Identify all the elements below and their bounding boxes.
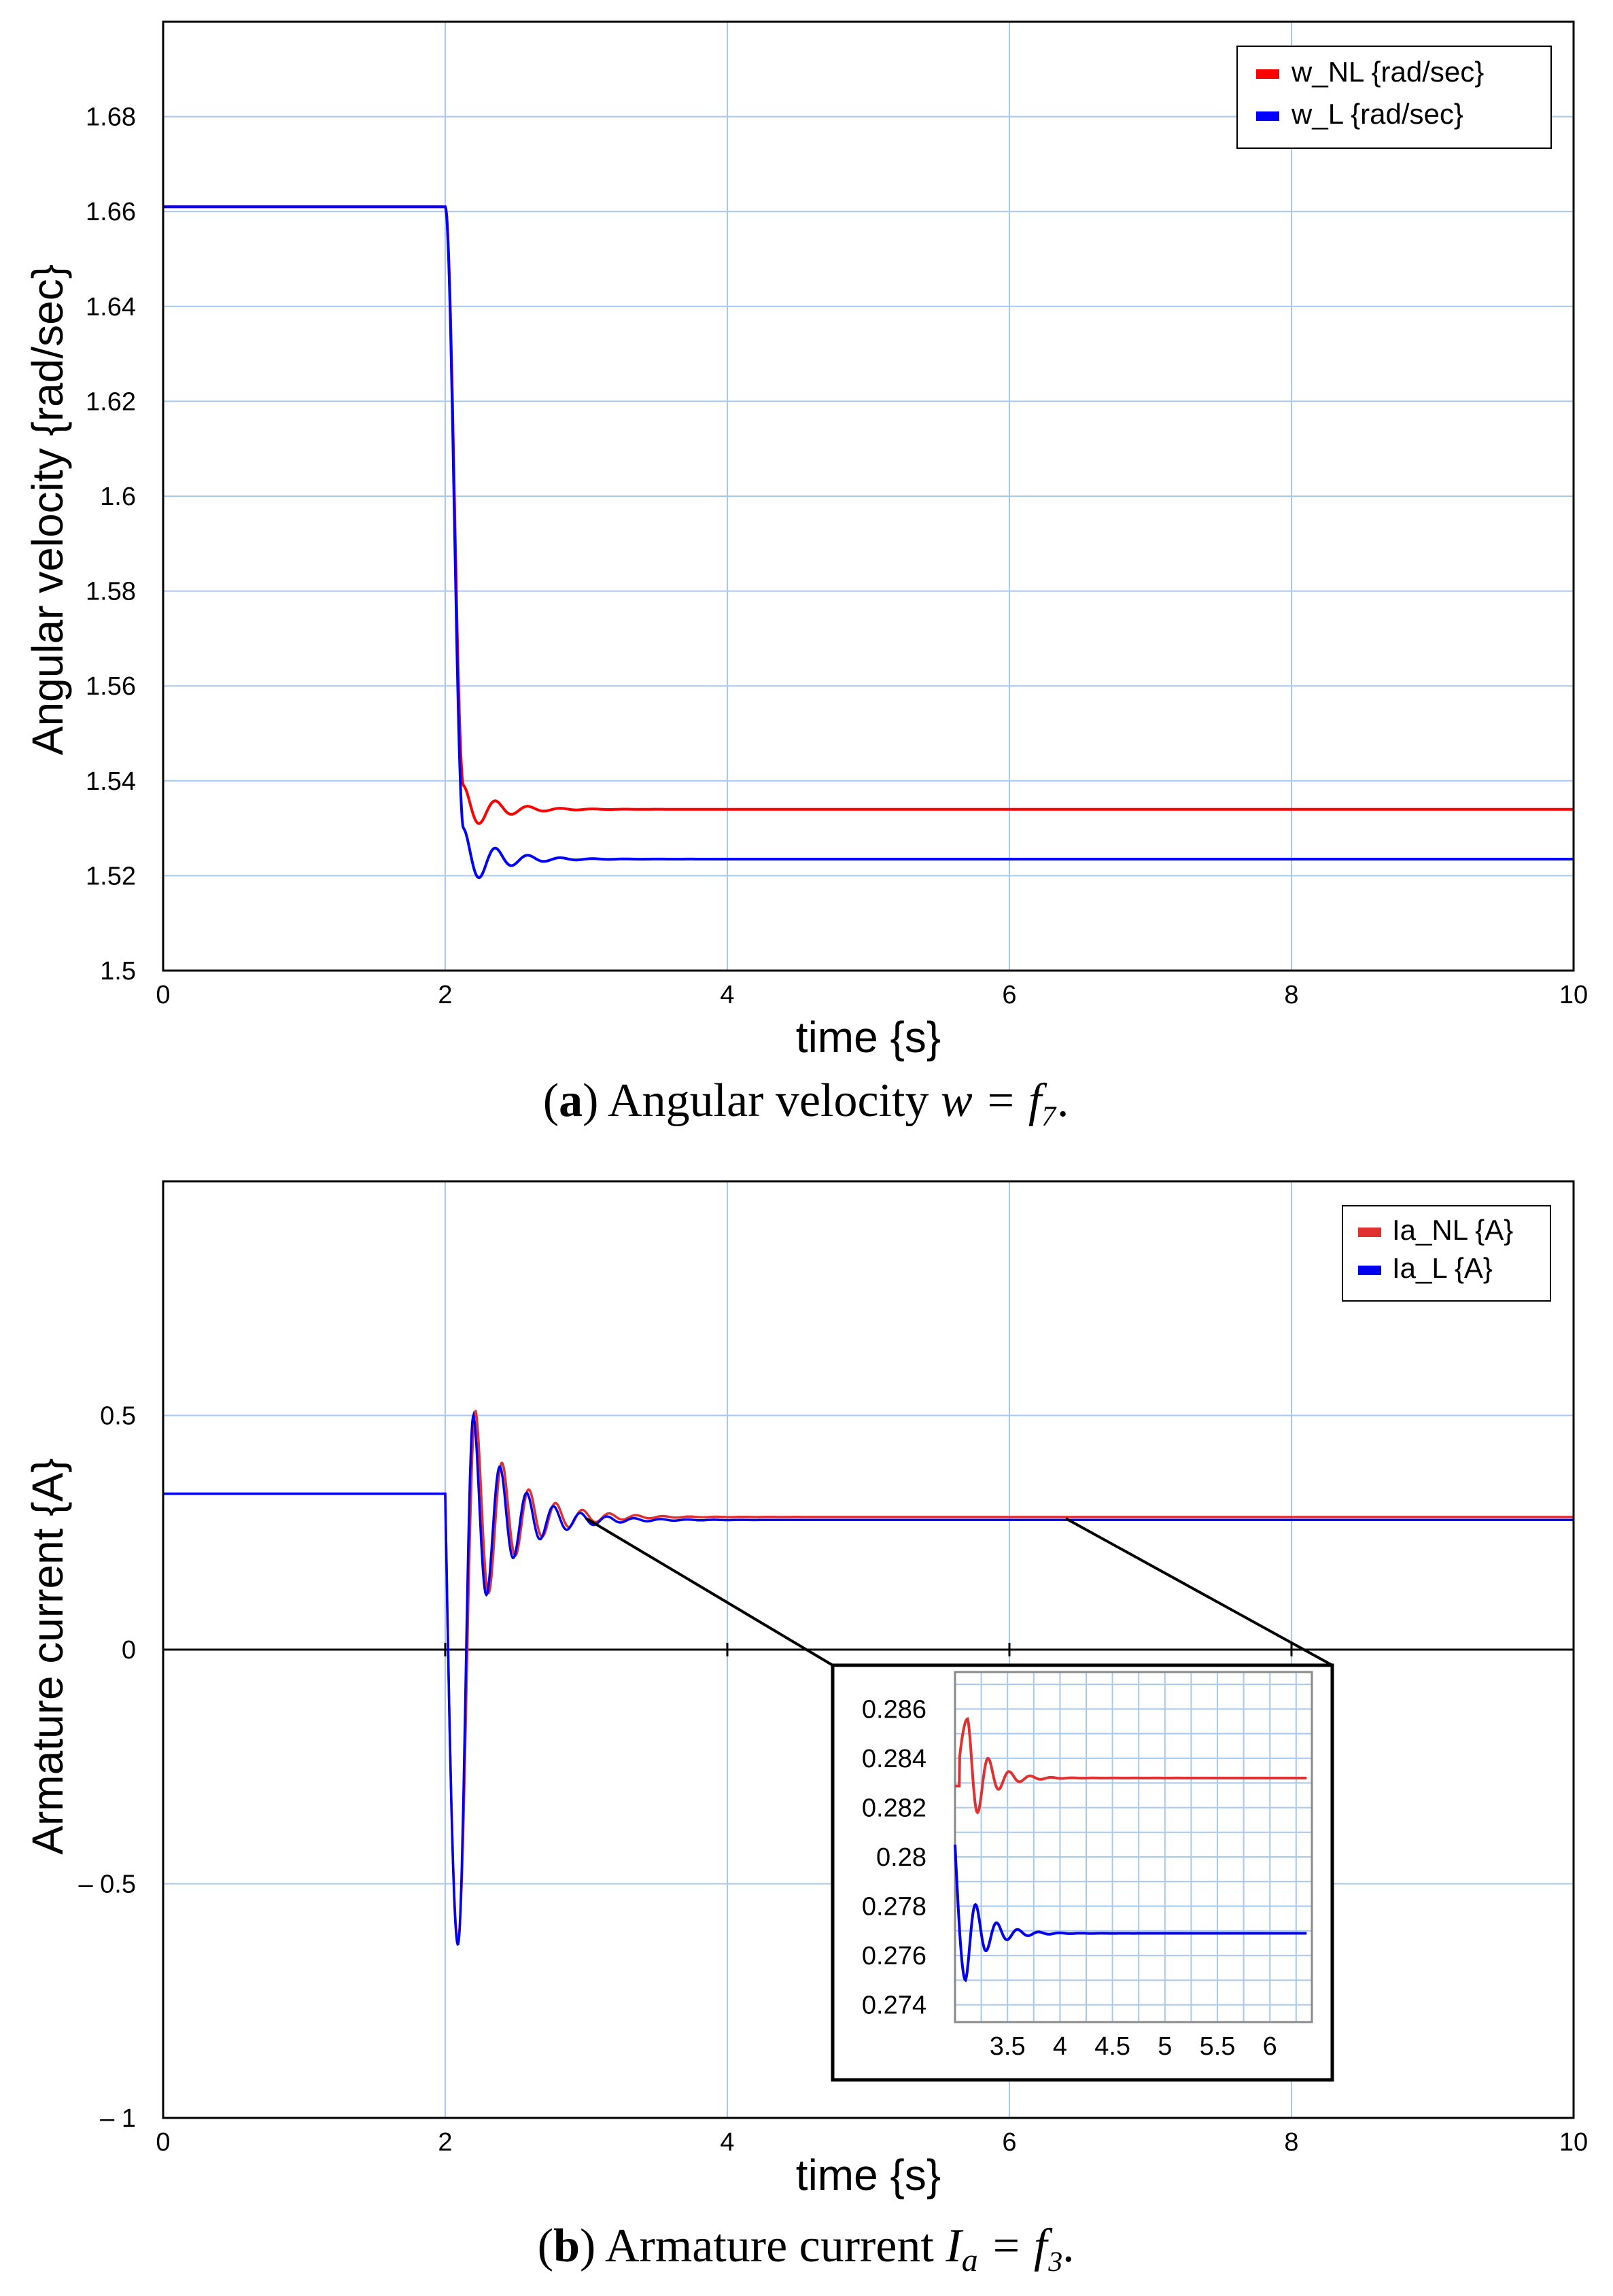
x-tick-label: 8 bbox=[1284, 981, 1298, 1009]
series-line-w-l bbox=[163, 205, 1574, 880]
caption-b-math-i: I bbox=[946, 2220, 962, 2272]
inset-y-tick-label: 0.286 bbox=[862, 1695, 926, 1724]
y-tick-label: – 0.5 bbox=[78, 1871, 136, 1899]
inset-y-tick-label: 0.278 bbox=[862, 1893, 926, 1921]
caption-b-label: b bbox=[553, 2220, 580, 2272]
y-tick-label: 1.66 bbox=[86, 198, 136, 226]
tick-labels: 0 2 4 6 8 10 1.5 1.52 1.54 1.56 1.58 1.6 1.62 1.64 1.6… bbox=[86, 103, 1588, 1009]
inset-y-tick-label: 0.284 bbox=[862, 1745, 926, 1773]
series-group bbox=[163, 205, 1574, 880]
inset-x-tick-label: 4 bbox=[1053, 2032, 1067, 2061]
inset-y-tick-label: 0.274 bbox=[862, 1991, 926, 2020]
legend-swatch bbox=[1256, 111, 1279, 121]
plot-frame bbox=[162, 1180, 1575, 2119]
inset-y-tick-label: 0.28 bbox=[876, 1843, 926, 1872]
series-line-ia-l bbox=[163, 1410, 1574, 1947]
grid bbox=[163, 22, 1574, 971]
legend-box bbox=[1342, 1205, 1551, 1302]
caption-b-text: Armature current bbox=[604, 2220, 934, 2272]
inset-x-tick-label: 5.5 bbox=[1200, 2032, 1236, 2061]
x-tick-label: 2 bbox=[438, 981, 452, 1009]
caption-a-text: Angular velocity bbox=[608, 1075, 929, 1127]
caption-a-label: a bbox=[559, 1075, 583, 1127]
legend-entry: Ia_NL {A} bbox=[1392, 1214, 1513, 1246]
inset-zoom-chart: 3.5 4 4.5 5 5.5 6 0.274 0.276 0.278 0.28 0.282 0.28… bbox=[831, 1663, 1334, 2082]
y-tick-label: 0.5 bbox=[100, 1402, 136, 1431]
y-tick-label: 1.68 bbox=[86, 103, 136, 132]
armature-current-chart: 0 2 4 6 8 10 – 1 – 0.5 0 0.5 time {s} Armature cu… bbox=[23, 1180, 1588, 2199]
inset-x-tick-label: 6 bbox=[1263, 2032, 1277, 2061]
x-tick-label: 4 bbox=[720, 981, 734, 1009]
x-tick-label: 6 bbox=[1002, 2128, 1016, 2157]
series-group bbox=[163, 1409, 1574, 1947]
x-tick-label: 0 bbox=[156, 981, 170, 1009]
x-axis-label: time {s} bbox=[796, 2151, 941, 2199]
legend-swatch bbox=[1358, 1266, 1381, 1275]
x-tick-label: 2 bbox=[438, 2128, 452, 2157]
caption-b-math-rest: = f₃. bbox=[977, 2220, 1076, 2272]
plot-frame bbox=[162, 20, 1575, 972]
legend-entry: w_NL {rad/sec} bbox=[1291, 56, 1484, 88]
caption-a: (a) Angular velocity w = f₇. bbox=[542, 1075, 1071, 1127]
legend-swatch bbox=[1256, 69, 1279, 79]
zoom-connector bbox=[585, 1517, 834, 1667]
legend-entry: Ia_L {A} bbox=[1392, 1252, 1493, 1284]
zero-axis bbox=[163, 1643, 1574, 1656]
y-tick-label: 1.62 bbox=[86, 387, 136, 416]
inset-x-tick-label: 5 bbox=[1158, 2032, 1172, 2061]
zoom-connector-lines bbox=[585, 1517, 1333, 1667]
y-tick-label: 1.64 bbox=[86, 293, 136, 321]
inset-series-line-ia-nl bbox=[955, 1717, 1307, 1815]
y-tick-label: 0 bbox=[122, 1636, 136, 1665]
tick-labels: 0 2 4 6 8 10 – 1 – 0.5 0 0.5 bbox=[78, 1402, 1588, 2157]
x-tick-label: 6 bbox=[1002, 981, 1016, 1009]
x-tick-label: 8 bbox=[1284, 2128, 1298, 2157]
x-tick-label: 4 bbox=[720, 2128, 734, 2157]
y-tick-label: 1.54 bbox=[86, 767, 136, 796]
y-axis-label: Armature current {A} bbox=[23, 1458, 72, 1854]
angular-velocity-chart: 0 2 4 6 8 10 1.5 1.52 1.54 1.56 1.58 1.6 1.62 1.64 1.6… bbox=[23, 20, 1588, 1062]
x-tick-label: 10 bbox=[1559, 981, 1588, 1009]
inset-x-tick-label: 3.5 bbox=[990, 2032, 1026, 2061]
y-axis-label: Angular velocity {rad/sec} bbox=[23, 264, 72, 755]
y-tick-label: – 1 bbox=[100, 2104, 136, 2133]
inset-y-tick-label: 0.282 bbox=[862, 1794, 926, 1822]
inset-series-line-ia-l bbox=[954, 1844, 1307, 1983]
legend-swatch bbox=[1358, 1228, 1381, 1237]
y-tick-label: 1.52 bbox=[86, 862, 136, 890]
y-tick-label: 1.6 bbox=[100, 483, 136, 511]
y-tick-label: 1.5 bbox=[100, 957, 136, 986]
legend-entry: w_L {rad/sec} bbox=[1291, 98, 1463, 130]
x-tick-label: 0 bbox=[156, 2128, 170, 2157]
x-axis-label: time {s} bbox=[796, 1013, 941, 1062]
y-tick-label: 1.58 bbox=[86, 578, 136, 606]
legend: Ia_NL {A} Ia_L {A} bbox=[1342, 1205, 1551, 1302]
legend-box bbox=[1236, 46, 1552, 149]
caption-b-math-sub: a bbox=[961, 2242, 978, 2278]
x-tick-label: 10 bbox=[1559, 2128, 1588, 2157]
zoom-connector bbox=[1065, 1517, 1333, 1667]
inset-y-tick-label: 0.276 bbox=[862, 1942, 926, 1970]
caption-b: (b) Armature current Ia = f₃. bbox=[537, 2220, 1076, 2278]
caption-a-math: w = f₇. bbox=[940, 1075, 1071, 1127]
legend: w_NL {rad/sec} w_L {rad/sec} bbox=[1236, 46, 1552, 149]
series-line-w-nl bbox=[163, 205, 1574, 825]
inset-x-tick-label: 4.5 bbox=[1094, 2032, 1130, 2061]
y-tick-label: 1.56 bbox=[86, 672, 136, 701]
